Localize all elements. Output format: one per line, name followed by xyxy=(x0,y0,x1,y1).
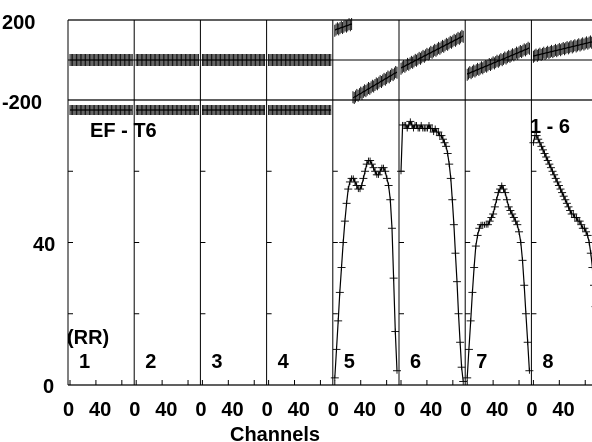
polarization-label: (RR) xyxy=(67,327,109,349)
x-tick-label: 40 xyxy=(221,399,243,421)
x-axis-title: Channels xyxy=(230,424,320,442)
phase-y-tick-bottom: -200 xyxy=(2,92,42,114)
x-tick-label: 0 xyxy=(63,399,74,421)
phase-series xyxy=(69,18,592,115)
amplitude-line xyxy=(400,119,464,382)
amp-y-tick-mid: 40 xyxy=(33,234,55,256)
x-tick-label: 0 xyxy=(328,399,339,421)
amplitude-line xyxy=(466,184,530,378)
x-tick-label: 40 xyxy=(354,399,376,421)
axis-ticks xyxy=(68,170,586,385)
x-tick-label: 40 xyxy=(155,399,177,421)
x-tick-label: 40 xyxy=(552,399,574,421)
phase-trend xyxy=(334,23,352,31)
amplitude-line xyxy=(532,135,592,270)
amplitude-series xyxy=(330,118,592,385)
baseline-title: EF - T6 xyxy=(90,120,157,142)
panel-number: 6 xyxy=(410,351,421,373)
phase-trend xyxy=(533,41,592,57)
x-tick-label: 0 xyxy=(195,399,206,421)
x-tick-label: 40 xyxy=(420,399,442,421)
x-tick-label: 0 xyxy=(460,399,471,421)
amp-y-tick-zero: 0 xyxy=(43,376,54,398)
x-tick-labels: 0 40 0 40 0 40 0 40 0 40 0 40 0 40 0 40 xyxy=(63,399,575,421)
source-title: 1 - 6 xyxy=(530,116,570,138)
x-tick-label: 0 xyxy=(262,399,273,421)
x-tick-label: 40 xyxy=(486,399,508,421)
phase-y-tick-top: 200 xyxy=(2,12,35,34)
panel-number: 5 xyxy=(344,351,355,373)
x-tick-label: 0 xyxy=(526,399,537,421)
x-tick-label: 0 xyxy=(129,399,140,421)
panel-number: 2 xyxy=(145,351,156,373)
panel-number: 7 xyxy=(476,351,487,373)
phase-trend xyxy=(466,47,530,75)
panel-number: 1 xyxy=(79,351,90,373)
x-tick-label: 40 xyxy=(89,399,111,421)
panel-number: 3 xyxy=(211,351,222,373)
panel-number-labels: 1 2 3 4 5 6 7 8 xyxy=(79,351,554,373)
panel-number: 8 xyxy=(542,351,553,373)
x-tick-label: 40 xyxy=(288,399,310,421)
phase-trend xyxy=(352,71,398,99)
panel-frames xyxy=(67,19,592,386)
x-tick-label: 0 xyxy=(394,399,405,421)
panel-number: 4 xyxy=(278,351,290,373)
phase-trend xyxy=(400,35,464,69)
amplitude-line xyxy=(334,160,398,378)
